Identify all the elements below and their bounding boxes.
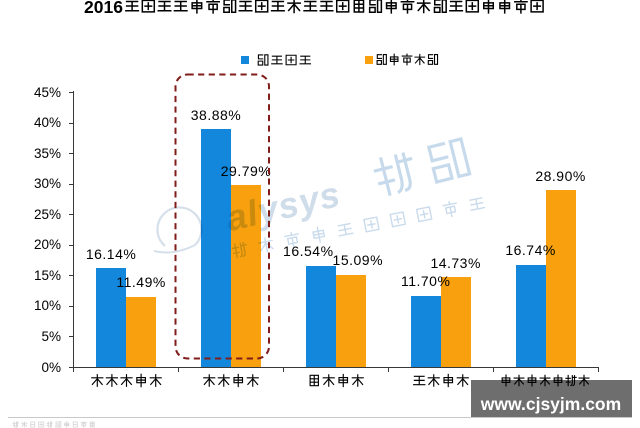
svg-text:2016: 2016 <box>84 0 123 15</box>
